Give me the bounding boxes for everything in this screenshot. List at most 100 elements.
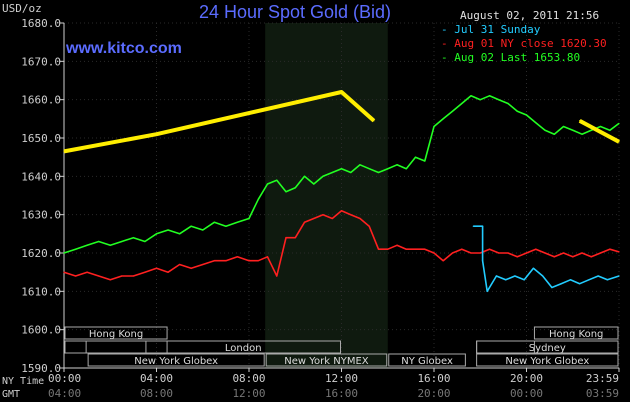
data-point [590,129,592,131]
data-point [350,171,352,174]
legend-item-sunday: - Jul 31 Sunday [441,23,541,36]
data-point [225,260,227,262]
data-point [359,217,361,220]
session-bar: New York NYMEX [265,353,388,367]
x-row-label-ny: NY Time [2,376,44,387]
data-point [368,168,370,170]
data-point [579,120,581,122]
data-point [516,256,518,258]
data-point [121,275,123,277]
data-point [488,95,491,97]
data-point [98,240,100,243]
x-tick-label-gmt: 08:00 [140,387,173,400]
session-bar-box [388,353,466,367]
session-bar-label: New York Globex [505,356,589,367]
data-point [553,256,555,258]
y-tick-label: 1590.0 [21,362,61,375]
data-point [569,279,572,281]
data-point [544,252,546,254]
data-point [525,114,528,116]
data-point [132,275,134,277]
data-point [542,275,544,277]
session-bar-label: New York Globex [134,356,218,367]
session-bar [64,340,168,354]
data-point [63,271,65,273]
data-point [285,191,287,193]
data-point [618,122,620,125]
data-point [414,156,417,158]
data-point [121,240,123,243]
data-point [266,256,269,258]
data-point [488,248,491,250]
x-tick-label-ny: 08:00 [232,372,265,385]
x-tick-label-gmt: 00:00 [510,387,543,400]
brand-link[interactable]: www.kitco.com [66,40,182,57]
data-point [368,225,370,227]
datestamp: August 02, 2011 21:56 [460,9,600,22]
x-tick-label-ny: 23:59 [586,372,619,385]
data-point [155,267,158,269]
y-tick-label: 1640.0 [21,170,61,183]
data-point [481,225,484,227]
data-point [144,271,146,273]
session-bar: NY Globex [388,353,466,367]
session-bar: New York Globex [87,353,265,367]
data-point [414,248,417,250]
data-point [373,120,375,122]
data-point [98,275,100,277]
data-point [442,260,444,262]
data-point [377,248,380,250]
data-point [276,179,278,181]
data-point [523,279,525,281]
data-point [579,283,581,285]
session-bar-box [533,326,619,340]
data-point [544,129,546,131]
data-point [588,279,590,281]
data-point [396,244,398,246]
series-line-jul-31 [473,225,620,293]
session-bar-box [64,340,168,354]
data-point [495,275,498,277]
data-point [225,225,227,227]
data-point [525,252,528,254]
data-point [387,168,389,170]
data-point [442,118,444,120]
y-tick-label: 1600.0 [21,324,61,337]
data-point [618,141,620,143]
data-point [63,252,65,254]
data-point [461,102,463,105]
data-point [396,164,398,166]
data-point [599,252,602,254]
data-point [276,275,278,277]
data-point [340,91,343,93]
units-label: USD/oz [2,2,42,15]
data-point [562,125,565,128]
data-point [470,252,472,254]
data-point [167,229,169,231]
data-point [359,164,361,166]
data-point [572,256,574,258]
session-bar-box [265,353,388,367]
data-point [387,248,389,250]
data-point [572,129,574,131]
chart-title: 24 Hour Spot Gold (Bid) [198,2,392,22]
session-bar-box [476,340,619,354]
data-point [377,171,380,174]
data-point [179,233,181,235]
data-point [167,271,169,273]
session-bar: Sydney [476,340,619,354]
session-bar-box [145,340,341,354]
data-point [109,279,111,281]
data-point [516,110,518,112]
legend-item-aug02: - Aug 02 Last 1653.80 [441,51,581,64]
data-point [74,248,77,250]
data-point [424,160,426,162]
data-point [609,248,611,250]
data-point [498,99,500,101]
data-point [451,252,454,254]
y-tick-label: 1670.0 [21,55,61,68]
session-bar-label: London [225,343,262,354]
data-point [498,252,500,254]
data-point [331,171,333,174]
